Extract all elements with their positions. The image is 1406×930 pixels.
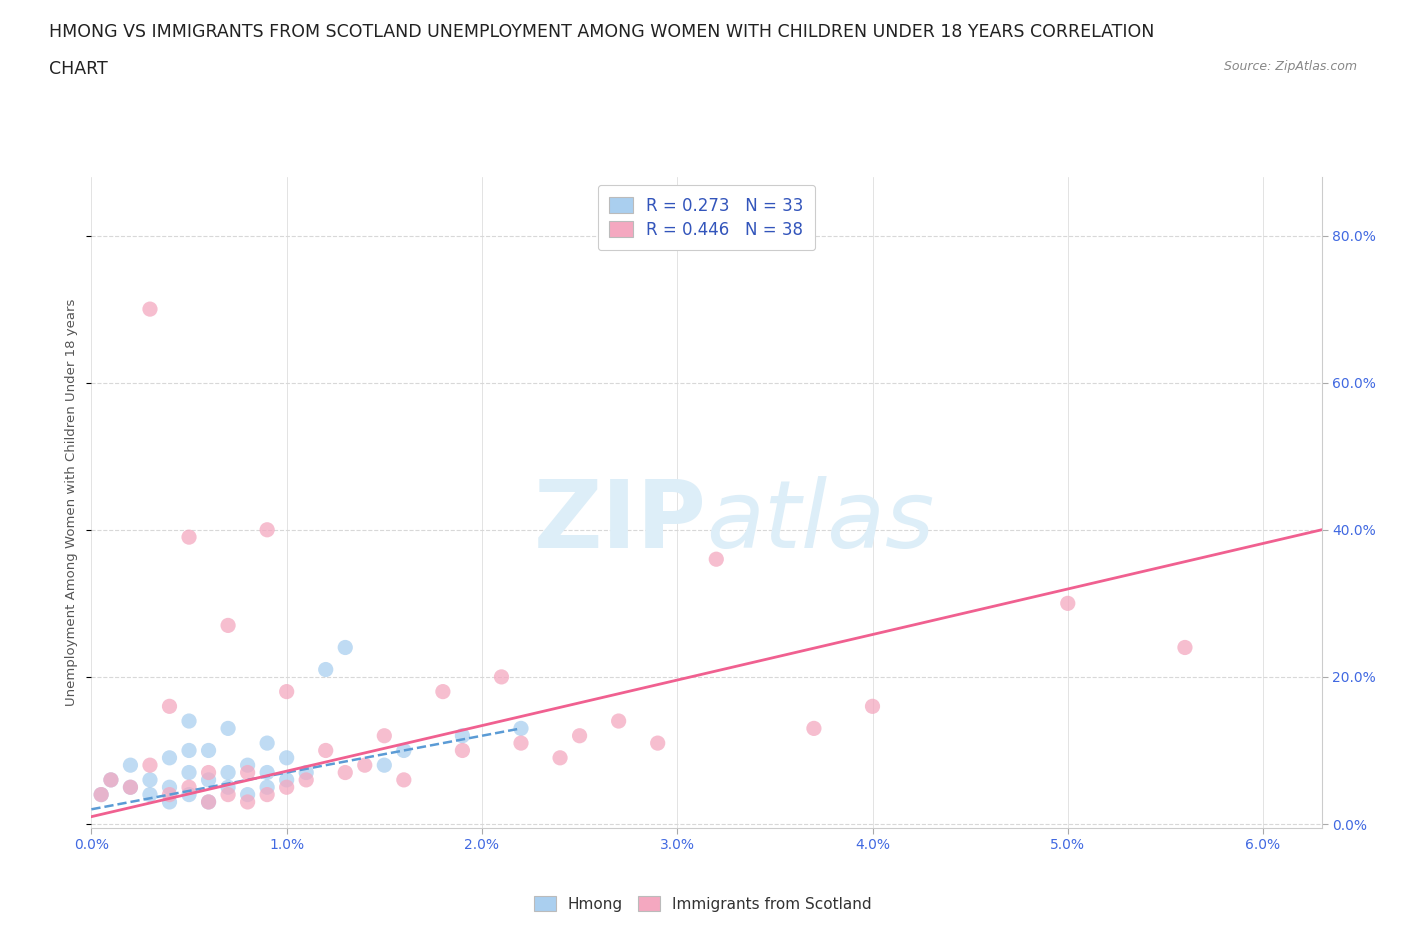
Point xyxy=(139,773,162,788)
Point xyxy=(197,794,219,809)
Point xyxy=(295,773,318,788)
Point xyxy=(177,787,200,802)
Point xyxy=(353,758,375,773)
Point xyxy=(159,794,181,809)
Point xyxy=(159,787,181,802)
Point xyxy=(236,794,259,809)
Point xyxy=(120,779,142,794)
Point xyxy=(276,751,298,765)
Point xyxy=(236,765,259,780)
Point xyxy=(139,787,162,802)
Point xyxy=(276,779,298,794)
Legend: R = 0.273   N = 33, R = 0.446   N = 38: R = 0.273 N = 33, R = 0.446 N = 38 xyxy=(598,185,815,250)
Point xyxy=(256,523,278,538)
Point xyxy=(217,779,239,794)
Point xyxy=(491,670,513,684)
Point xyxy=(451,743,474,758)
Point xyxy=(451,728,474,743)
Point xyxy=(159,751,181,765)
Text: ZIP: ZIP xyxy=(534,476,706,567)
Point xyxy=(217,765,239,780)
Point xyxy=(335,765,357,780)
Point xyxy=(197,773,219,788)
Point xyxy=(510,721,533,736)
Point xyxy=(159,698,181,713)
Point xyxy=(432,684,454,699)
Point xyxy=(177,779,200,794)
Point xyxy=(373,758,395,773)
Text: atlas: atlas xyxy=(706,476,935,567)
Legend: Hmong, Immigrants from Scotland: Hmong, Immigrants from Scotland xyxy=(529,890,877,918)
Point xyxy=(256,765,278,780)
Point xyxy=(177,765,200,780)
Text: Source: ZipAtlas.com: Source: ZipAtlas.com xyxy=(1223,60,1357,73)
Point xyxy=(1174,640,1197,655)
Point xyxy=(256,779,278,794)
Point xyxy=(120,758,142,773)
Point xyxy=(197,794,219,809)
Point xyxy=(548,751,571,765)
Point xyxy=(704,551,727,566)
Point xyxy=(197,765,219,780)
Point xyxy=(276,684,298,699)
Point xyxy=(90,787,112,802)
Point xyxy=(315,662,337,677)
Point xyxy=(236,787,259,802)
Point xyxy=(120,779,142,794)
Text: CHART: CHART xyxy=(49,60,108,78)
Point xyxy=(90,787,112,802)
Point xyxy=(217,618,239,632)
Point xyxy=(568,728,591,743)
Point xyxy=(335,640,357,655)
Point xyxy=(1056,596,1078,611)
Point xyxy=(177,713,200,728)
Point xyxy=(197,743,219,758)
Point xyxy=(217,787,239,802)
Point xyxy=(100,773,122,788)
Point xyxy=(295,765,318,780)
Point xyxy=(392,773,415,788)
Point xyxy=(607,713,630,728)
Point xyxy=(139,758,162,773)
Point xyxy=(647,736,669,751)
Point xyxy=(392,743,415,758)
Point xyxy=(803,721,825,736)
Point xyxy=(236,758,259,773)
Point xyxy=(256,736,278,751)
Point xyxy=(862,698,884,713)
Point xyxy=(510,736,533,751)
Point xyxy=(276,773,298,788)
Point xyxy=(217,721,239,736)
Point xyxy=(100,773,122,788)
Point xyxy=(159,779,181,794)
Point xyxy=(256,787,278,802)
Text: HMONG VS IMMIGRANTS FROM SCOTLAND UNEMPLOYMENT AMONG WOMEN WITH CHILDREN UNDER 1: HMONG VS IMMIGRANTS FROM SCOTLAND UNEMPL… xyxy=(49,23,1154,41)
Point xyxy=(315,743,337,758)
Point xyxy=(177,743,200,758)
Point xyxy=(177,530,200,545)
Y-axis label: Unemployment Among Women with Children Under 18 years: Unemployment Among Women with Children U… xyxy=(65,299,79,706)
Point xyxy=(139,301,162,316)
Point xyxy=(373,728,395,743)
